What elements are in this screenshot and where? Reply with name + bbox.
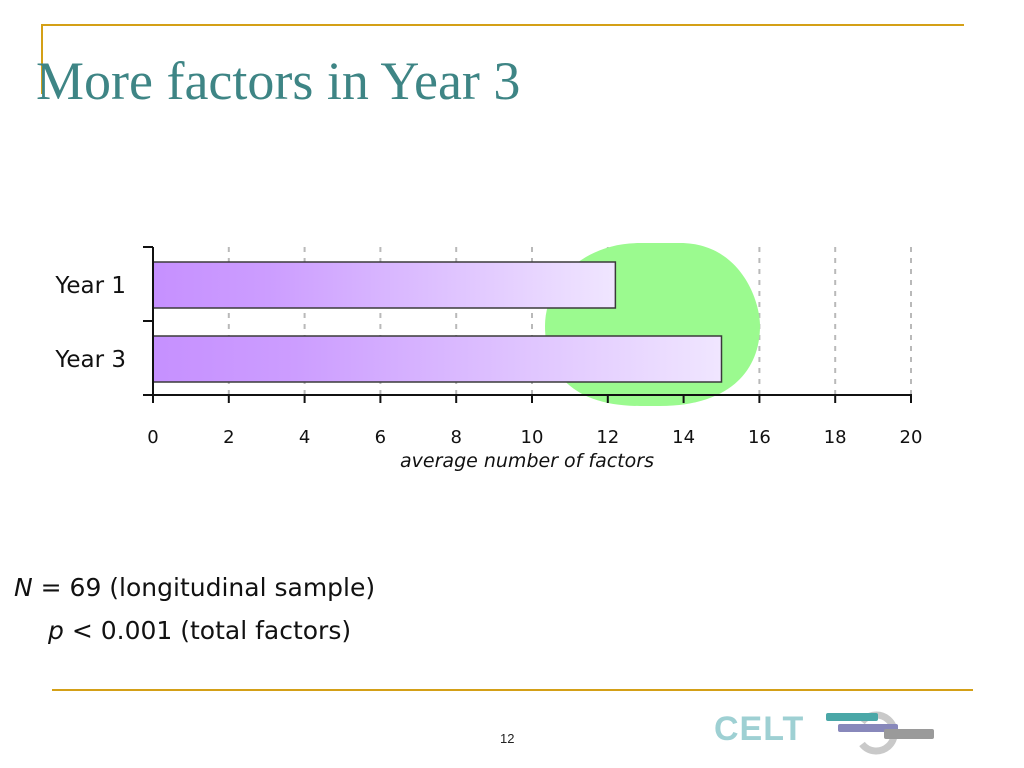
logo-graphic (826, 711, 934, 755)
n-symbol: N (14, 573, 33, 602)
sample-size-text: = 69 (longitudinal sample) (32, 573, 376, 602)
x-tick-label: 20 (900, 427, 923, 448)
category-label: Year 3 (54, 347, 126, 373)
significance-text: < 0.001 (total factors) (63, 616, 352, 645)
notes: N = 69 (longitudinal sample) p < 0.001 (… (14, 566, 375, 652)
footer-rule (52, 689, 973, 691)
x-tick-label: 8 (450, 427, 461, 448)
bar-year-1 (152, 261, 617, 309)
category-label: Year 1 (54, 273, 126, 299)
frame-left-rule (41, 24, 43, 94)
x-tick-label: 10 (521, 427, 544, 448)
x-tick-label: 2 (223, 427, 234, 448)
x-tick-label: 6 (375, 427, 386, 448)
slide-title: More factors in Year 3 (36, 51, 521, 111)
celt-logo: CELT (714, 700, 944, 760)
page-number: 12 (500, 731, 515, 746)
x-axis-label: average number of factors (400, 450, 654, 472)
bar-year-3 (152, 335, 723, 383)
frame-top-rule (41, 24, 964, 26)
x-tick-label: 14 (672, 427, 695, 448)
x-tick-label: 18 (824, 427, 847, 448)
significance-note: p < 0.001 (total factors) (14, 609, 375, 652)
p-symbol: p (48, 616, 64, 645)
sample-size-note: N = 69 (longitudinal sample) (14, 566, 375, 609)
x-tick-label: 12 (596, 427, 619, 448)
x-tick-label: 4 (299, 427, 310, 448)
x-tick-label: 16 (748, 427, 771, 448)
x-tick-label: 0 (147, 427, 158, 448)
logo-text: CELT (714, 710, 805, 748)
